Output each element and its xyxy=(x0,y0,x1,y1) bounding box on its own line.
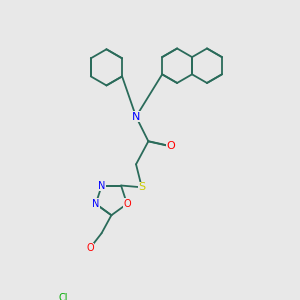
Text: N: N xyxy=(92,199,100,209)
Text: O: O xyxy=(166,141,175,151)
Text: Cl: Cl xyxy=(58,293,68,300)
Text: O: O xyxy=(86,243,94,253)
Text: N: N xyxy=(98,181,105,190)
Text: O: O xyxy=(123,199,131,209)
Text: S: S xyxy=(138,182,145,192)
Text: N: N xyxy=(132,112,140,122)
